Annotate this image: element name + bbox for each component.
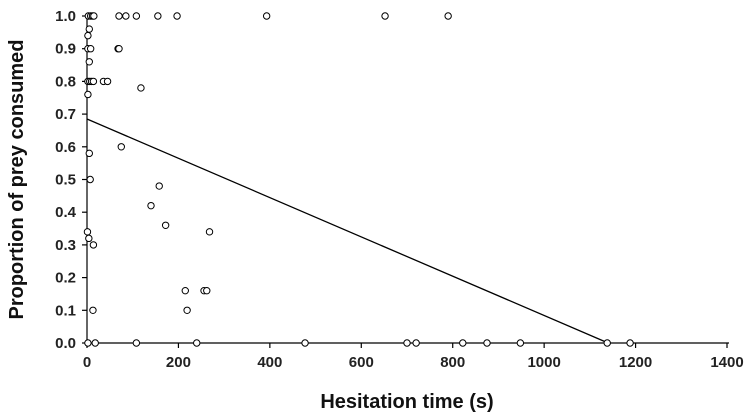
data-point (85, 25, 93, 33)
data-point (183, 306, 191, 314)
x-tick-label: 0 (83, 354, 91, 371)
data-point (603, 339, 611, 347)
data-point (89, 306, 97, 314)
data-point (161, 221, 170, 229)
x-tick-label: 200 (166, 354, 191, 371)
data-point (155, 182, 163, 190)
data-point (132, 12, 141, 20)
y-tick-label: 0.4 (55, 204, 77, 221)
data-point (86, 45, 95, 53)
data-points (83, 12, 634, 347)
x-tick-label: 600 (349, 354, 374, 371)
y-tick-label: 0.9 (55, 41, 76, 58)
data-point (89, 77, 98, 86)
x-axis-label: Hesitation time (s) (320, 391, 493, 413)
data-point (301, 339, 309, 347)
y-tick-label: 0.2 (55, 270, 76, 287)
data-point (203, 286, 211, 295)
x-tick-label: 800 (440, 354, 465, 371)
y-tick-label: 1.0 (55, 8, 76, 25)
trend-line (86, 118, 609, 344)
data-point (147, 201, 155, 210)
data-point (91, 339, 99, 347)
data-point (381, 12, 389, 20)
data-point (412, 339, 420, 347)
x-tick-label: 1400 (710, 354, 743, 371)
data-point (154, 12, 162, 20)
data-point (89, 241, 98, 249)
data-point (193, 339, 201, 347)
x-tick-label: 1200 (619, 354, 652, 371)
trend-layer (86, 118, 609, 344)
data-point (626, 339, 634, 347)
data-point (85, 149, 93, 158)
y-tick-label: 0.1 (55, 302, 76, 319)
data-point (90, 12, 98, 20)
data-point (483, 339, 491, 347)
data-point (85, 58, 93, 66)
data-point (115, 45, 123, 53)
data-point (181, 286, 189, 295)
data-point (516, 339, 525, 347)
x-tick-label: 400 (257, 354, 282, 371)
y-tick-label: 0.8 (55, 73, 76, 90)
ticks: 0 200 400 600 800 1000 1200 1400 0.0 0.1 0.2 0.3 0.4… (55, 8, 744, 371)
data-point (132, 339, 141, 347)
data-point (122, 12, 130, 20)
data-point (117, 143, 125, 151)
data-point (262, 12, 271, 20)
x-tick-label: 1000 (527, 354, 560, 371)
y-tick-label: 0.6 (55, 139, 76, 156)
data-point (403, 339, 411, 347)
data-point (103, 77, 112, 86)
y-tick-label: 0.3 (55, 237, 76, 254)
data-point (459, 339, 467, 347)
data-point (205, 228, 214, 236)
data-point (84, 31, 92, 40)
data-point (84, 339, 92, 347)
data-point (115, 12, 123, 20)
data-point (84, 90, 92, 99)
data-point (444, 12, 452, 20)
data-point (86, 175, 94, 184)
data-point (85, 234, 93, 243)
y-axis-label: Proportion of prey consumed (6, 39, 28, 319)
data-point (83, 228, 92, 236)
data-point (173, 12, 181, 20)
y-tick-label: 0.0 (55, 335, 76, 352)
y-tick-label: 0.5 (55, 172, 76, 189)
y-tick-label: 0.7 (55, 106, 76, 123)
data-point (137, 84, 145, 92)
